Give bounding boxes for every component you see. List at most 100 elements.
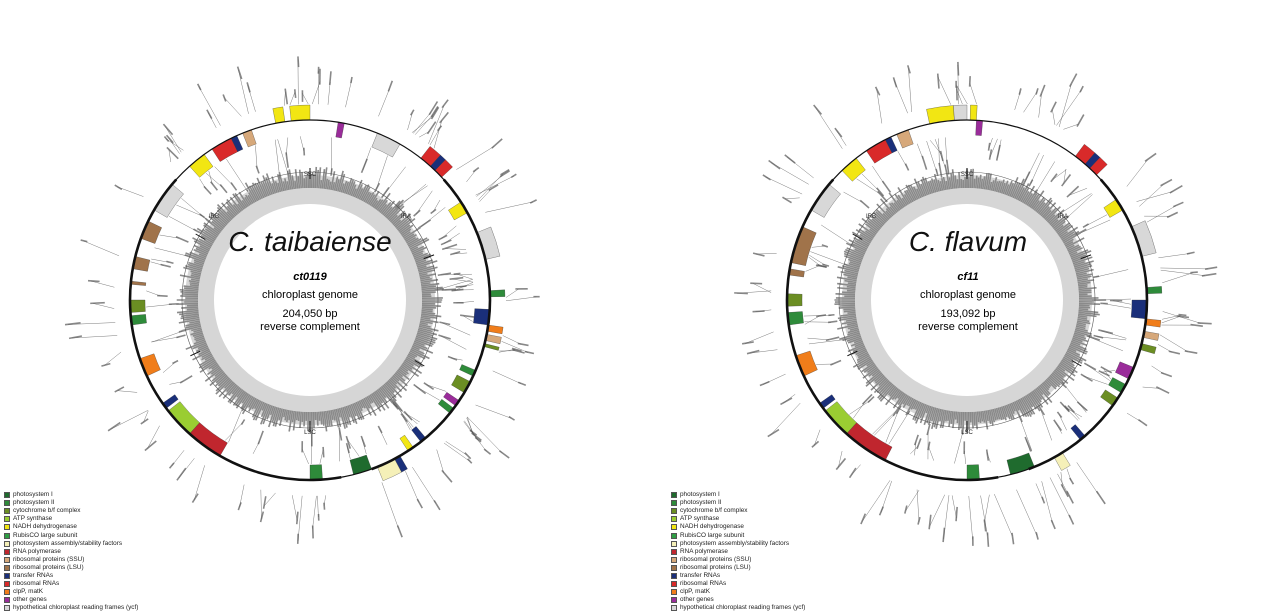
- region-tick: [1071, 360, 1082, 367]
- gc-bar: [1043, 209, 1052, 219]
- leader-line: [994, 494, 1013, 536]
- gc-bar: [854, 342, 864, 348]
- gc-bar: [847, 282, 857, 286]
- gene-label-mark: [176, 334, 186, 339]
- gene-label-mark: [1190, 271, 1198, 274]
- gene-label-mark: [1018, 88, 1022, 95]
- gene-label-mark: [87, 279, 100, 283]
- gc-bar: [215, 373, 227, 384]
- gc-bar: [954, 175, 958, 189]
- gc-bar: [176, 302, 199, 306]
- gene-label-mark: [396, 525, 403, 538]
- leader-line: [93, 303, 115, 309]
- gc-bar: [254, 401, 265, 421]
- gc-bar: [419, 273, 437, 279]
- gene-label-mark: [1166, 211, 1179, 219]
- gc-bar: [843, 273, 858, 279]
- leader-line: [1040, 409, 1052, 441]
- gc-bar: [987, 173, 992, 191]
- gc-bar: [1078, 306, 1091, 309]
- gc-bar: [411, 345, 420, 351]
- leader-line: [808, 339, 846, 345]
- gc-bar: [402, 362, 413, 370]
- gene-label-mark: [830, 359, 842, 366]
- gc-bar: [192, 332, 204, 337]
- legend-item: ribosomal proteins (SSU): [671, 556, 805, 564]
- gc-bar: [1074, 265, 1093, 272]
- leader-line: [492, 370, 521, 384]
- leader-line: [945, 137, 948, 163]
- gc-bar: [386, 381, 403, 399]
- leader-line: [466, 417, 475, 436]
- gene-label-mark: [160, 263, 171, 268]
- legend-swatch: [671, 581, 677, 588]
- gc-bar: [288, 169, 294, 190]
- legend-label: ribosomal proteins (SSU): [680, 555, 752, 563]
- gene-label-mark: [876, 187, 885, 197]
- gc-bar: [1059, 230, 1069, 238]
- gc-bar: [1000, 182, 1006, 194]
- gc-bar: [1005, 404, 1013, 420]
- gc-bar: [1010, 402, 1016, 412]
- gc-bar: [1037, 197, 1052, 215]
- gc-bar: [261, 402, 267, 411]
- gene-label-mark: [1038, 405, 1046, 416]
- gene-label-mark: [1066, 185, 1080, 198]
- gc-bar: [217, 376, 229, 387]
- gc-bar: [850, 340, 864, 347]
- legend-swatch: [4, 589, 10, 596]
- gene-block: [130, 314, 147, 326]
- gene-label-mark: [498, 450, 510, 459]
- leader-line: [885, 411, 899, 443]
- gc-bar: [340, 183, 345, 193]
- gc-bar: [897, 393, 907, 406]
- gc-bar: [1075, 327, 1088, 332]
- gc-bar: [892, 392, 905, 409]
- gc-bar: [198, 357, 215, 369]
- gene-label-mark: [191, 493, 199, 503]
- gc-bar: [946, 173, 951, 190]
- gc-bar: [376, 192, 391, 211]
- gc-bar: [916, 188, 922, 199]
- gc-bar: [889, 206, 897, 215]
- leader-line: [814, 429, 821, 446]
- gc-bar: [1076, 320, 1091, 325]
- leader-line: [1139, 184, 1164, 207]
- gc-bar: [256, 182, 265, 199]
- gc-bar: [907, 397, 914, 407]
- leader-line: [198, 86, 221, 126]
- gc-bar: [187, 263, 203, 270]
- gc-bar: [370, 197, 378, 207]
- leader-line: [1014, 91, 1021, 110]
- gc-bar: [1007, 182, 1015, 197]
- gc-bar: [958, 172, 961, 189]
- gene-block: [969, 104, 978, 121]
- leader-line: [475, 404, 512, 419]
- gene-label-mark: [107, 421, 121, 432]
- gene-label-mark: [1039, 84, 1046, 97]
- gc-bar: [1035, 198, 1046, 212]
- gc-bar: [256, 177, 267, 198]
- leader-line: [804, 316, 820, 325]
- gc-bar: [930, 407, 937, 422]
- gc-bar: [1064, 241, 1074, 247]
- leader-line: [194, 465, 205, 501]
- gene-label-mark: [144, 440, 157, 452]
- leader-line: [1146, 205, 1177, 223]
- gc-bar: [1062, 356, 1074, 364]
- gc-bar: [406, 237, 419, 246]
- gc-bar: [287, 173, 292, 190]
- gc-bar: [204, 228, 218, 238]
- gc-bar: [316, 411, 319, 426]
- region-tick: [190, 350, 201, 357]
- gc-bar: [297, 411, 301, 422]
- gc-bar: [869, 228, 877, 235]
- gc-bar: [421, 307, 433, 311]
- gc-bar: [1032, 200, 1040, 210]
- gc-bar: [871, 369, 881, 377]
- gc-bar: [199, 360, 217, 373]
- gene-label-mark: [436, 125, 443, 132]
- gc-bar: [343, 181, 350, 194]
- legend-item: hypothetical chloroplast reading frames …: [671, 604, 805, 612]
- gene-label-mark: [1197, 322, 1212, 325]
